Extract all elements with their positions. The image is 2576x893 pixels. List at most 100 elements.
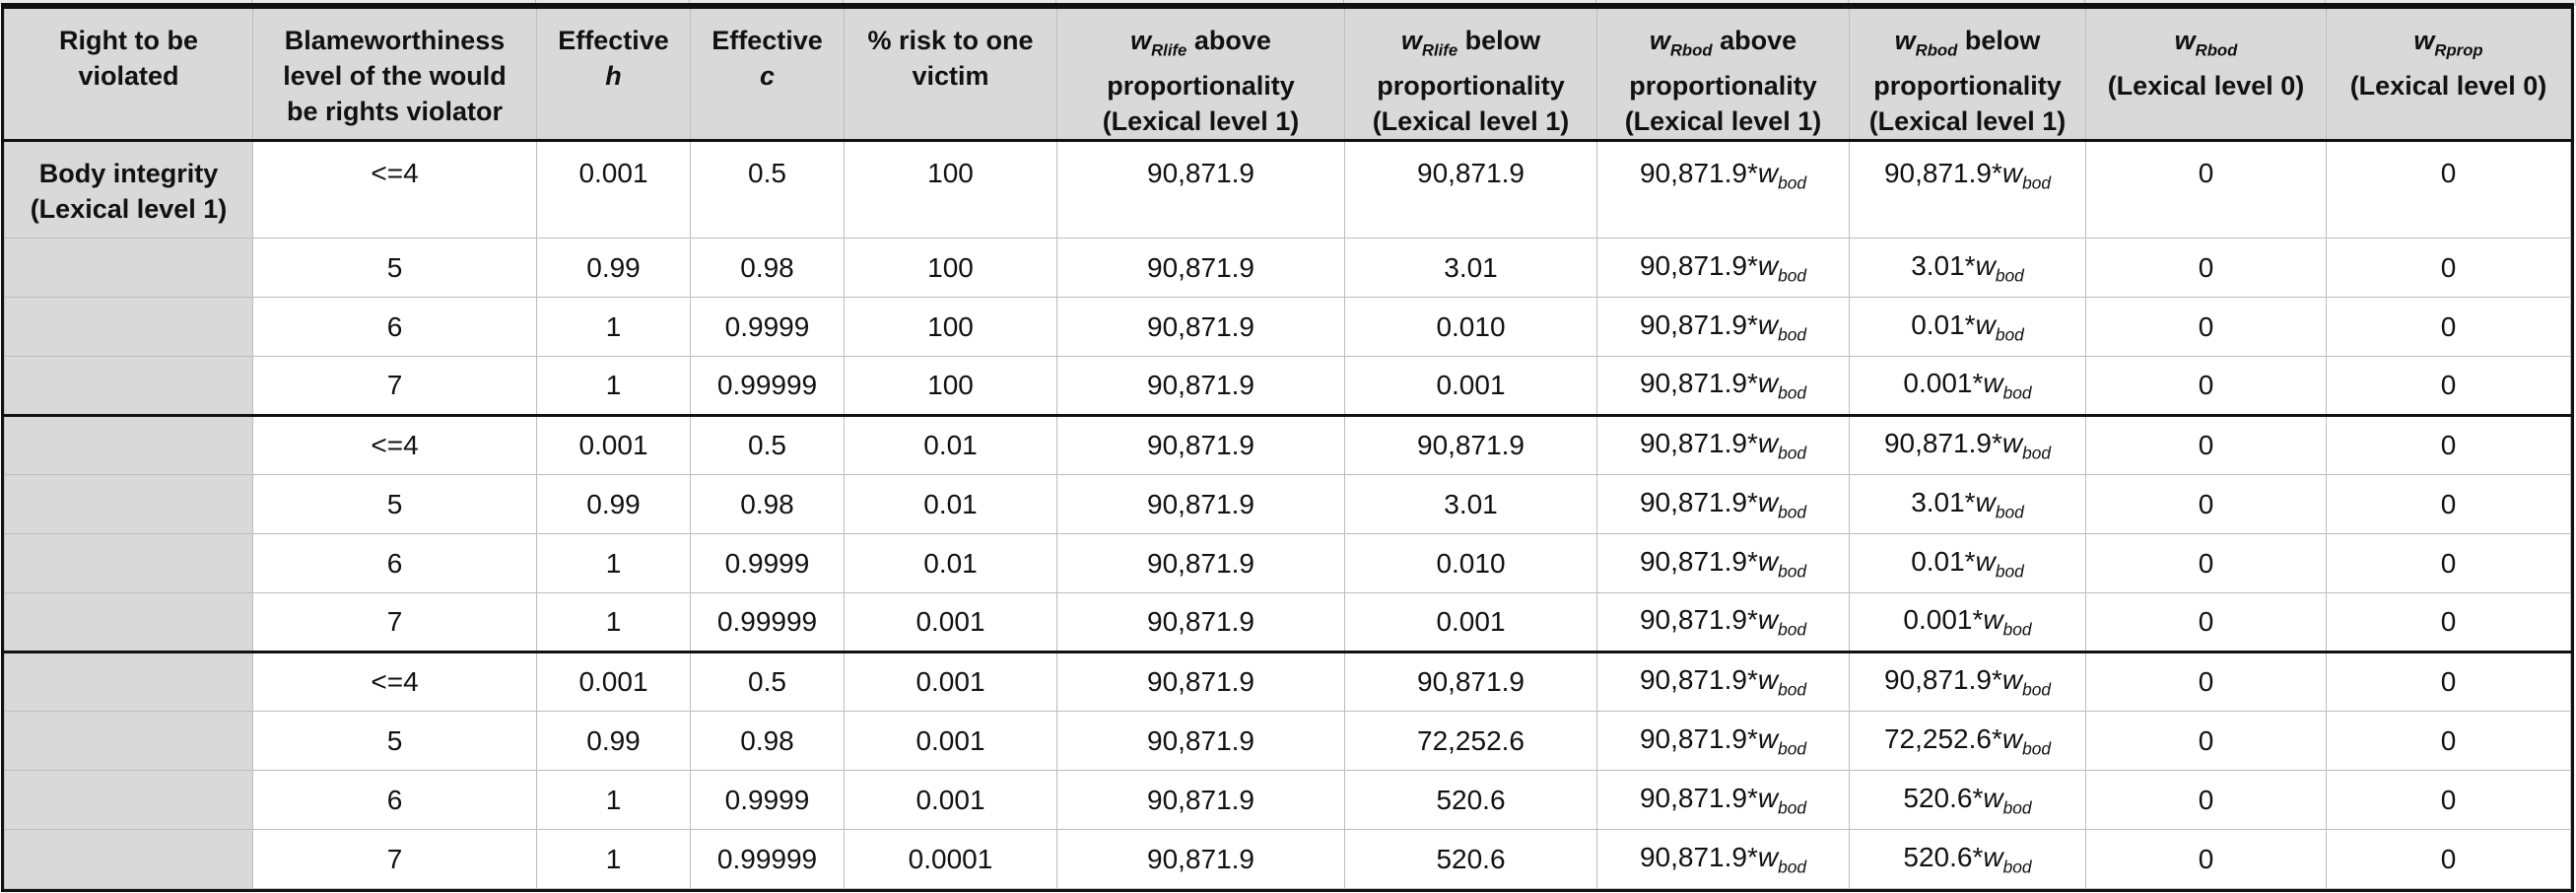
table-cell[interactable]: 0.98 (690, 474, 845, 535)
column-header[interactable]: wRbod (Lexical level 0) (2085, 5, 2327, 143)
table-cell[interactable]: 100 (844, 356, 1057, 417)
table-cell[interactable]: 5 (252, 474, 537, 535)
table-cell[interactable]: 0 (2326, 474, 2571, 535)
table-cell[interactable]: 3.01 (1344, 474, 1597, 535)
table-cell[interactable]: 520.6 (1344, 770, 1597, 831)
table-cell[interactable]: 0.98 (690, 238, 845, 299)
table-cell[interactable]: 0 (2085, 651, 2327, 713)
table-cell[interactable]: <=4 (252, 140, 537, 240)
table-cell[interactable]: 0 (2085, 711, 2327, 772)
right-cell[interactable] (4, 474, 253, 535)
table-cell[interactable]: 90,871.9 (1056, 651, 1345, 713)
table-cell[interactable]: 0 (2326, 711, 2571, 772)
table-cell[interactable]: 0.0001 (844, 829, 1057, 890)
table-cell[interactable]: 0 (2085, 474, 2327, 535)
table-cell[interactable]: 0 (2326, 140, 2571, 240)
table-cell[interactable]: 90,871.9 (1056, 356, 1345, 417)
table-cell[interactable]: 0.9999 (690, 533, 845, 594)
table-cell[interactable]: 520.6*wbod (1849, 770, 2086, 831)
table-cell[interactable]: 90,871.9 (1056, 829, 1345, 890)
table-cell[interactable]: 0 (2085, 356, 2327, 417)
table-cell[interactable]: 1 (536, 770, 691, 831)
column-header[interactable]: Effective c (690, 5, 845, 143)
table-cell[interactable]: 90,871.9 (1056, 474, 1345, 535)
table-cell[interactable]: 0.001 (536, 651, 691, 713)
table-cell[interactable]: 0 (2085, 140, 2327, 240)
column-header[interactable]: wRlife below proportionality (Lexical leve… (1344, 5, 1597, 143)
table-cell[interactable]: 72,252.6 (1344, 711, 1597, 772)
table-cell[interactable]: 0.98 (690, 711, 845, 772)
table-cell[interactable]: 0.99 (536, 474, 691, 535)
table-cell[interactable]: 0.001 (844, 651, 1057, 713)
table-cell[interactable]: 0 (2326, 414, 2571, 476)
table-cell[interactable]: 7 (252, 592, 537, 653)
table-cell[interactable]: 0.99999 (690, 829, 845, 890)
table-cell[interactable]: 0 (2085, 829, 2327, 890)
table-cell[interactable]: 5 (252, 238, 537, 299)
table-cell[interactable]: 1 (536, 356, 691, 417)
table-cell[interactable]: 1 (536, 533, 691, 594)
table-cell[interactable]: 0 (2326, 356, 2571, 417)
column-header[interactable]: wRprop (Lexical level 0) (2326, 5, 2571, 143)
table-cell[interactable]: 0.01 (844, 414, 1057, 476)
column-header[interactable]: Right to be violated (4, 5, 253, 143)
table-cell[interactable]: 0 (2326, 770, 2571, 831)
table-cell[interactable]: 3.01*wbod (1849, 238, 2086, 299)
table-cell[interactable]: 90,871.9*wbod (1596, 238, 1850, 299)
table-cell[interactable]: 0 (2085, 297, 2327, 358)
table-cell[interactable]: <=4 (252, 651, 537, 713)
table-cell[interactable]: 7 (252, 829, 537, 890)
table-cell[interactable]: 0.010 (1344, 297, 1597, 358)
column-header[interactable]: Effective h (536, 5, 691, 143)
table-cell[interactable]: 7 (252, 356, 537, 417)
right-cell[interactable] (4, 829, 253, 890)
table-cell[interactable]: 6 (252, 533, 537, 594)
table-cell[interactable]: 90,871.9*wbod (1596, 711, 1850, 772)
column-header[interactable]: wRbod above proportionality (Lexical level… (1596, 5, 1850, 143)
table-cell[interactable]: 0.99999 (690, 356, 845, 417)
table-cell[interactable]: 520.6 (1344, 829, 1597, 890)
table-cell[interactable]: 100 (844, 238, 1057, 299)
table-cell[interactable]: 100 (844, 297, 1057, 358)
table-cell[interactable]: 0.001 (844, 592, 1057, 653)
table-cell[interactable]: 3.01*wbod (1849, 474, 2086, 535)
table-cell[interactable]: 0 (2326, 533, 2571, 594)
table-cell[interactable]: 0 (2085, 533, 2327, 594)
table-cell[interactable]: 90,871.9*wbod (1596, 140, 1850, 240)
column-header[interactable]: Blameworthiness level of the would be righ… (252, 5, 537, 143)
column-header[interactable]: wRlife above proportionality (Lexical leve… (1056, 5, 1345, 143)
table-cell[interactable]: 0 (2085, 238, 2327, 299)
table-cell[interactable]: 90,871.9*wbod (1849, 140, 2086, 240)
table-cell[interactable]: 0.001 (536, 140, 691, 240)
table-cell[interactable]: 0.99 (536, 711, 691, 772)
table-cell[interactable]: 90,871.9 (1056, 770, 1345, 831)
table-cell[interactable]: 90,871.9*wbod (1596, 414, 1850, 476)
column-header[interactable]: wRbod below proportionality (Lexical level… (1849, 5, 2086, 143)
table-cell[interactable]: 0 (2326, 238, 2571, 299)
table-cell[interactable]: 1 (536, 829, 691, 890)
table-cell[interactable]: 0.010 (1344, 533, 1597, 594)
table-cell[interactable]: 90,871.9 (1056, 140, 1345, 240)
table-cell[interactable]: 0.001 (1344, 356, 1597, 417)
table-cell[interactable]: 90,871.9*wbod (1596, 356, 1850, 417)
right-cell[interactable] (4, 770, 253, 831)
right-cell[interactable] (4, 533, 253, 594)
table-cell[interactable]: <=4 (252, 414, 537, 476)
table-cell[interactable]: 90,871.9*wbod (1596, 651, 1850, 713)
table-cell[interactable]: 90,871.9*wbod (1849, 651, 2086, 713)
table-cell[interactable]: 90,871.9 (1056, 592, 1345, 653)
table-cell[interactable]: 0.01*wbod (1849, 297, 2086, 358)
table-cell[interactable]: 0.001 (536, 414, 691, 476)
right-cell[interactable] (4, 592, 253, 653)
table-cell[interactable]: 0.01 (844, 474, 1057, 535)
table-cell[interactable]: 0.001 (844, 770, 1057, 831)
table-cell[interactable]: 90,871.9*wbod (1596, 770, 1850, 831)
table-cell[interactable]: 90,871.9 (1056, 711, 1345, 772)
right-cell[interactable] (4, 297, 253, 358)
table-cell[interactable]: 1 (536, 592, 691, 653)
table-cell[interactable]: 90,871.9*wbod (1849, 414, 2086, 476)
table-cell[interactable]: 90,871.9 (1056, 297, 1345, 358)
right-cell[interactable] (4, 238, 253, 299)
right-cell[interactable]: Body integrity (Lexical level 1) (4, 140, 253, 240)
table-cell[interactable]: 0 (2326, 829, 2571, 890)
